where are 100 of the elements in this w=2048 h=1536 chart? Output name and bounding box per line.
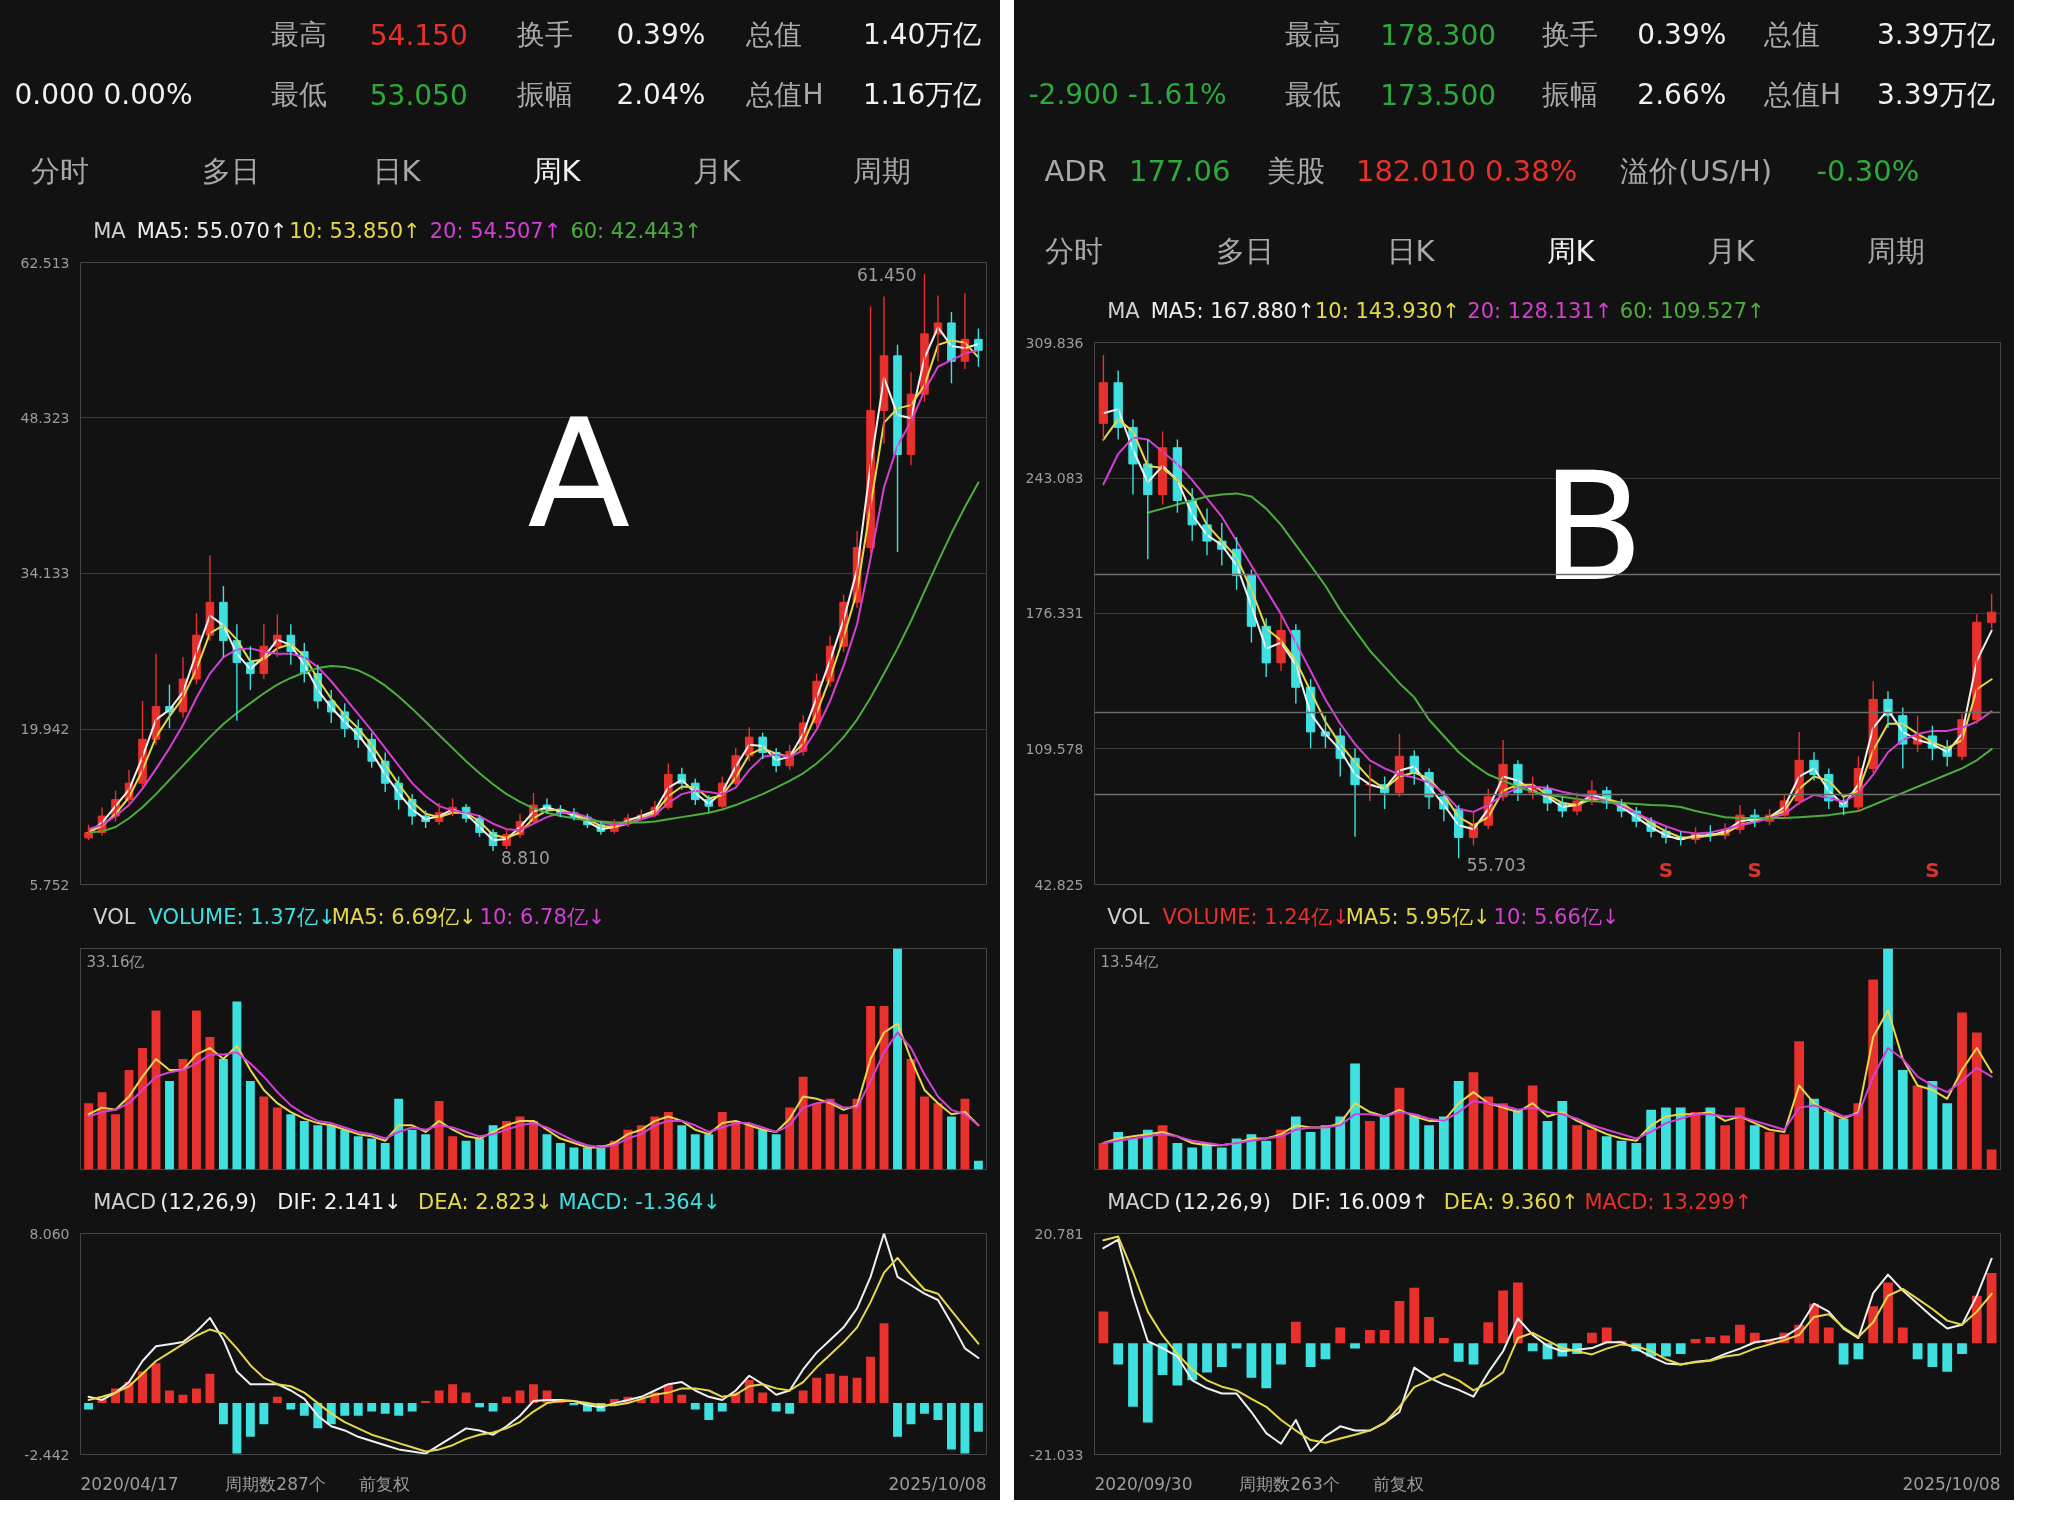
y-tick-label: 176.331 xyxy=(1025,605,1084,622)
y-tick-label: 62.513 xyxy=(20,254,70,271)
text: 换手 xyxy=(517,18,574,51)
text: 0.39% xyxy=(1637,18,1727,51)
legend-title: MA xyxy=(93,218,127,243)
text: 总值H xyxy=(1762,78,1841,111)
text: 3.39万亿 xyxy=(1877,78,1996,111)
text: 3.39万亿 xyxy=(1877,18,1996,51)
text: A xyxy=(527,386,631,561)
text: 分时 xyxy=(30,153,89,188)
text: 分时 xyxy=(1044,233,1103,268)
text: 总值 xyxy=(1762,18,1820,51)
text: 周K xyxy=(532,153,582,188)
text: DIF: 16.009↑ xyxy=(1291,1189,1429,1214)
chart-subtitle: (12,26,9) xyxy=(1174,1189,1271,1214)
chart-subtitle: (12,26,9) xyxy=(160,1189,257,1214)
y-tick-label: 309.836 xyxy=(1025,334,1084,351)
y-tick-label: 34.133 xyxy=(20,565,70,582)
text: 2.66% xyxy=(1637,78,1727,111)
text: 2025/10/08 xyxy=(1902,1473,2001,1494)
text: 182.010 0.38% xyxy=(1355,153,1578,188)
y-tick-label: 20.781 xyxy=(1034,1225,1084,1242)
text: ADR xyxy=(1044,153,1107,188)
text: MACD: 13.299↑ xyxy=(1584,1189,1753,1214)
text: 0.39% xyxy=(616,18,706,51)
text: B xyxy=(1541,439,1645,614)
text: 多日 xyxy=(201,153,260,188)
y-tick-label: 109.578 xyxy=(1025,741,1084,757)
text: 最低 xyxy=(270,78,327,111)
y-tick-label: 243.083 xyxy=(1025,470,1084,486)
text: 60: 42.443↑ xyxy=(570,218,702,243)
text: MA5: 55.070↑ xyxy=(136,218,288,243)
text: 总值 xyxy=(745,18,803,51)
text: 总值H xyxy=(745,78,824,111)
text: 振幅 xyxy=(517,78,574,111)
text: 60: 109.527↑ xyxy=(1619,298,1765,323)
legend-title: VOL xyxy=(93,904,136,929)
text: 日K xyxy=(372,153,422,188)
text: 10: 6.78亿↓ xyxy=(479,904,606,929)
text: 月K xyxy=(1706,233,1756,268)
text: DEA: 9.360↑ xyxy=(1443,1189,1579,1214)
text: 周期 xyxy=(852,153,911,188)
text: 53.050 xyxy=(369,79,468,112)
text: 2.04% xyxy=(616,78,706,111)
text: 20: 54.507↑ xyxy=(429,218,562,243)
y-tick-label: 8.060 xyxy=(29,1225,70,1242)
text: DIF: 2.141↓ xyxy=(277,1189,402,1214)
text: 10: 5.66亿↓ xyxy=(1493,904,1620,929)
legend-title: MACD xyxy=(93,1189,157,1214)
y-tick-label: 5.752 xyxy=(29,876,70,893)
text: 周K xyxy=(1546,233,1596,268)
y-tick-label: 42.825 xyxy=(1034,876,1084,893)
text: 周期数287个 xyxy=(225,1473,326,1494)
text: 8.810 xyxy=(501,847,550,868)
legend-title: VOL xyxy=(1107,904,1150,929)
text: 日K xyxy=(1386,233,1436,268)
text: -2.900 -1.61% xyxy=(1028,78,1227,111)
text: MA5: 167.880↑ xyxy=(1150,298,1315,323)
text: 周期数263个 xyxy=(1239,1473,1340,1494)
text: 最高 xyxy=(270,18,327,51)
text: 173.500 xyxy=(1380,79,1497,112)
text: 61.450 xyxy=(857,264,917,285)
text: MA5: 5.95亿↓ xyxy=(1345,904,1491,929)
text: 最高 xyxy=(1284,18,1341,51)
text: 10: 53.850↑ xyxy=(289,218,421,243)
text: 20: 128.131↑ xyxy=(1467,298,1613,323)
text: -0.30% xyxy=(1816,153,1920,188)
text: 1.16万亿 xyxy=(863,78,982,111)
text: S xyxy=(1747,857,1762,882)
annotation: 33.16亿 xyxy=(86,952,145,971)
text: 周期 xyxy=(1866,233,1925,268)
text: 美股 xyxy=(1267,153,1326,188)
text: 振幅 xyxy=(1541,78,1598,111)
text: 2025/10/08 xyxy=(888,1473,987,1494)
y-tick-label: -21.033 xyxy=(1029,1446,1084,1463)
text: 前复权 xyxy=(1373,1473,1425,1494)
text: MACD: -1.364↓ xyxy=(558,1189,721,1214)
text: 前复权 xyxy=(359,1473,411,1494)
y-tick-label: -2.442 xyxy=(24,1446,70,1463)
legend-title: MACD xyxy=(1107,1189,1171,1214)
text: 177.06 xyxy=(1128,154,1231,188)
text: S xyxy=(1658,857,1674,882)
text: 1.40万亿 xyxy=(863,18,982,51)
text: 溢价(US/H) xyxy=(1620,153,1773,188)
y-tick-label: 19.942 xyxy=(20,721,70,737)
text: 2020/09/30 xyxy=(1094,1473,1193,1494)
text: 55.703 xyxy=(1466,855,1527,876)
legend-title: MA xyxy=(1107,298,1141,323)
text: 54.150 xyxy=(369,19,468,52)
text: 2020/04/17 xyxy=(80,1473,179,1494)
annotation: 13.54亿 xyxy=(1100,952,1159,971)
text: DEA: 2.823↓ xyxy=(417,1189,553,1214)
text: MA5: 6.69亿↓ xyxy=(331,904,477,929)
text: S xyxy=(1925,857,1940,882)
text: 0.000 0.00% xyxy=(14,78,193,111)
text: 换手 xyxy=(1541,18,1598,51)
text: 多日 xyxy=(1215,233,1274,268)
text: 最低 xyxy=(1284,78,1341,111)
y-tick-label: 48.323 xyxy=(20,410,70,426)
text: 178.300 xyxy=(1380,19,1497,52)
